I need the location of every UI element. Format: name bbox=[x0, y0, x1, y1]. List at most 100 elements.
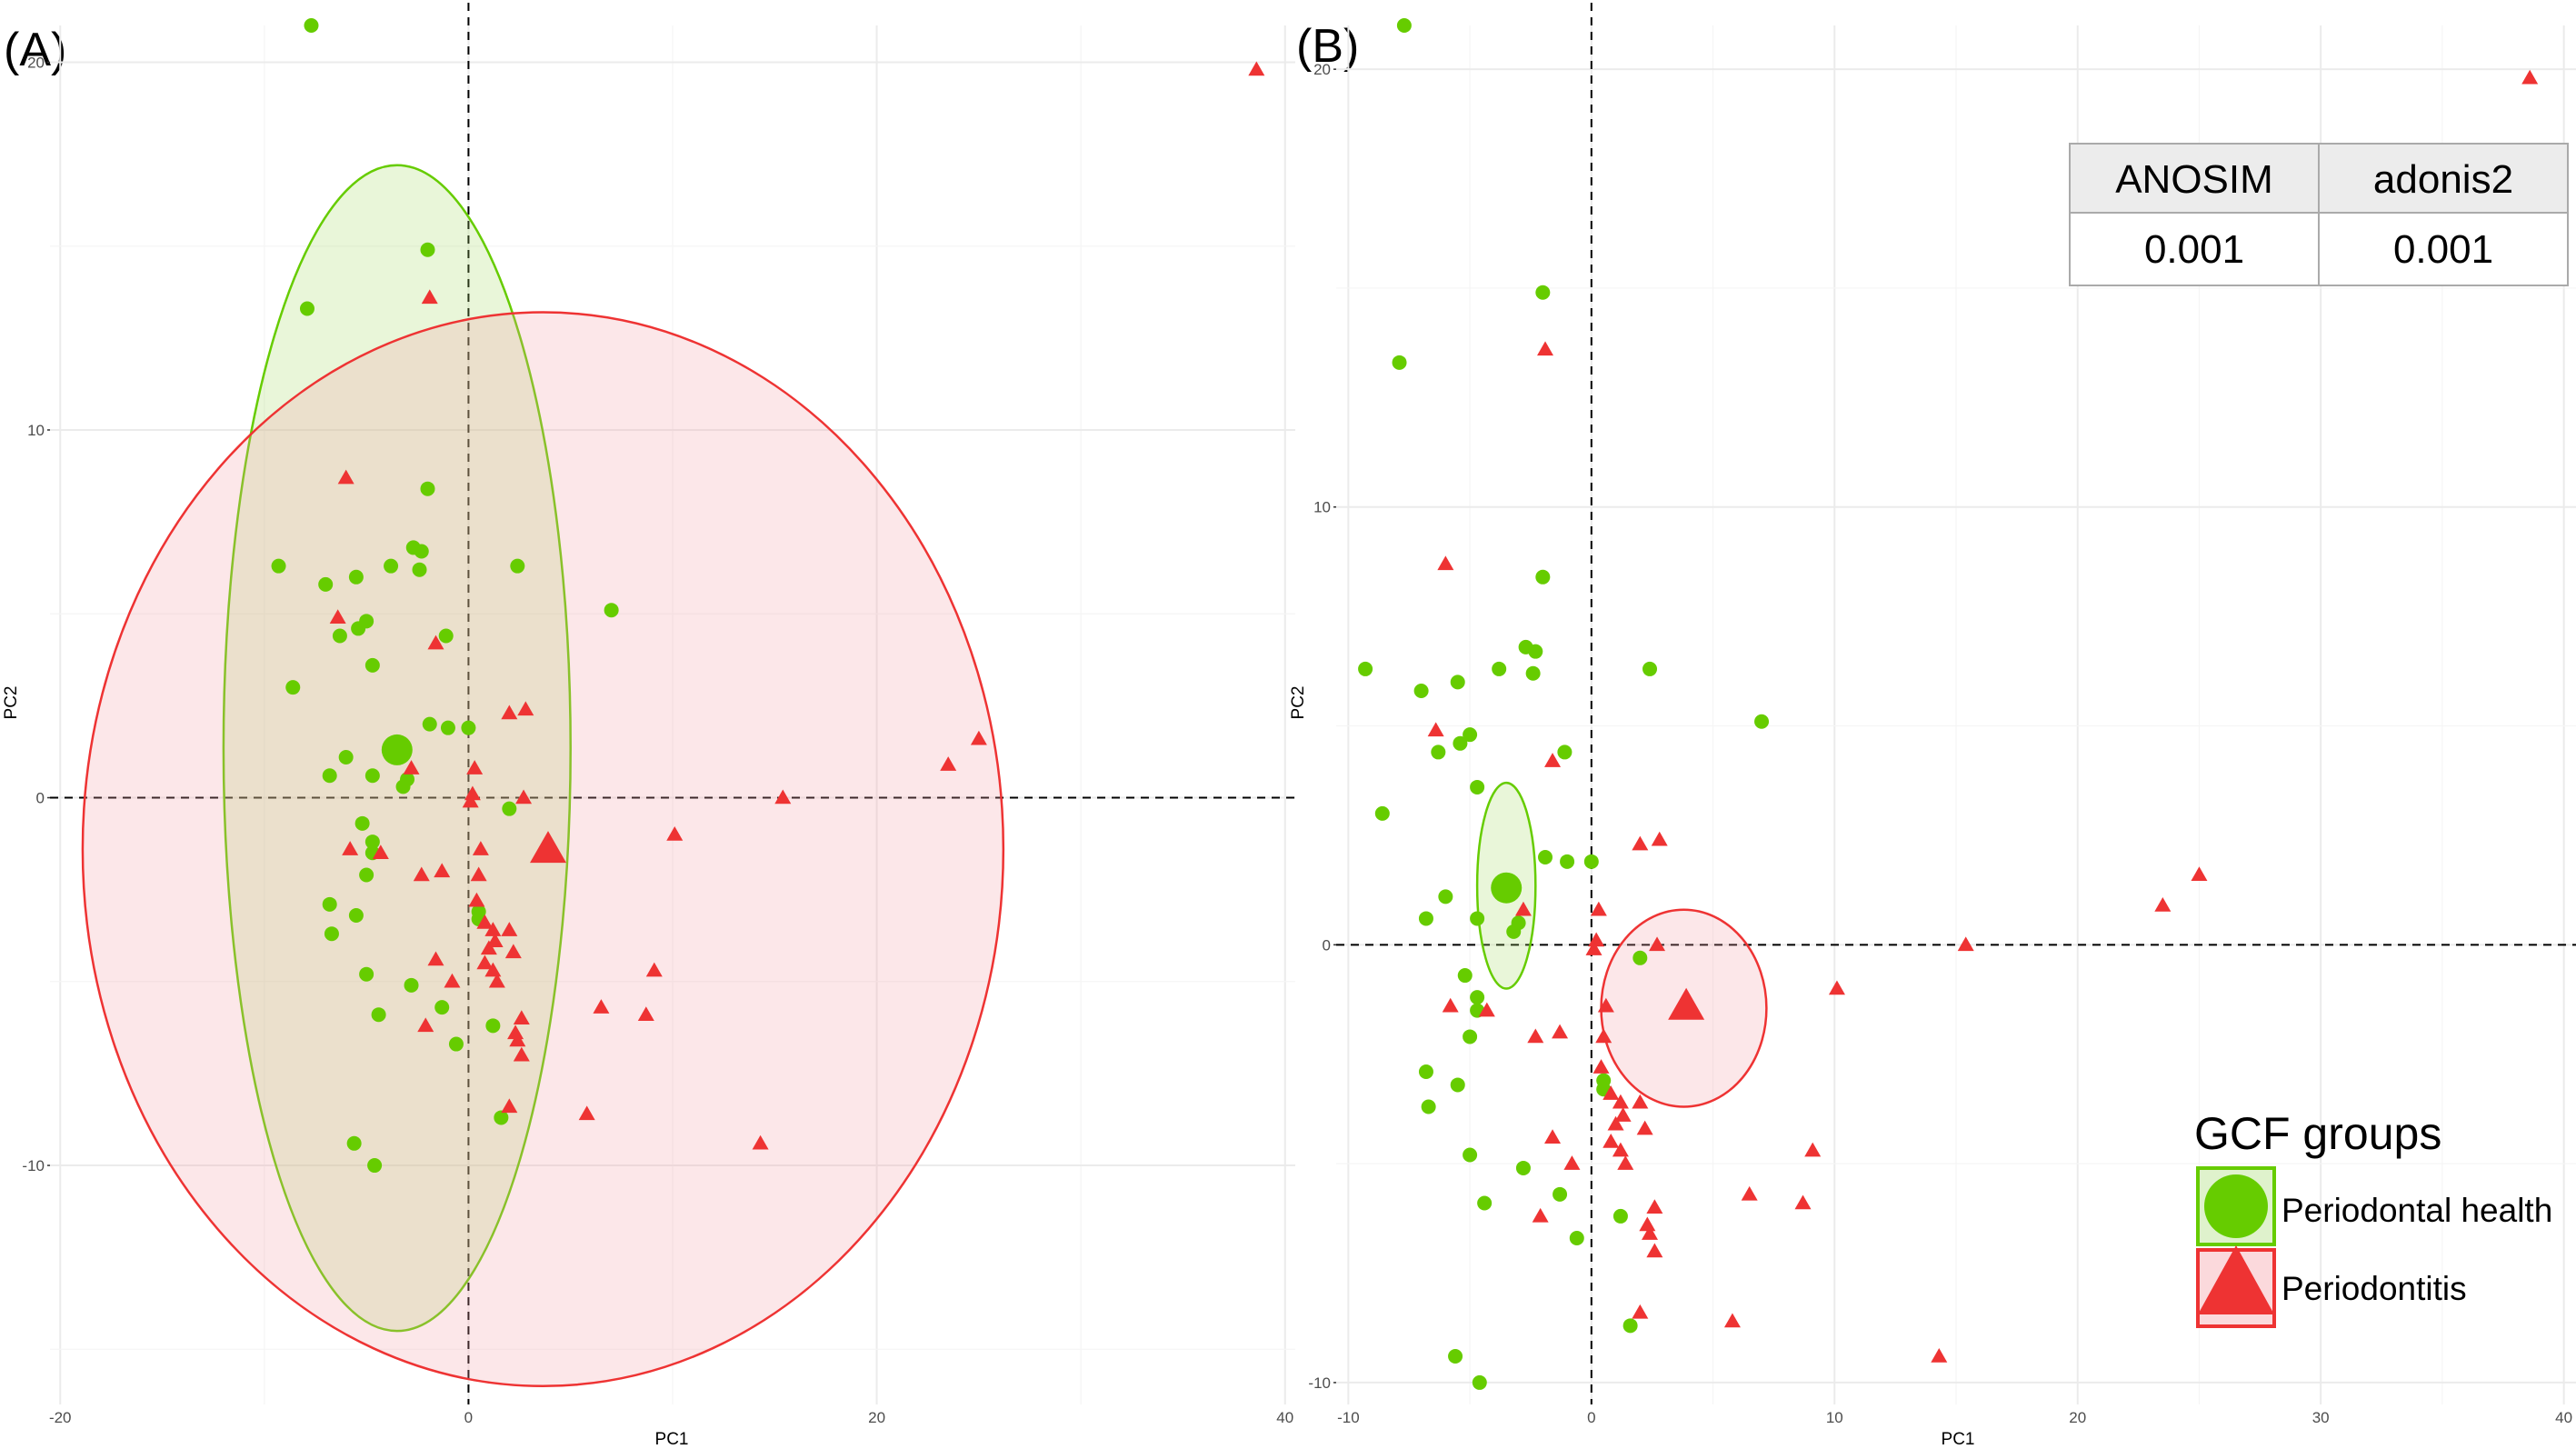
table-header-cell-adonis2 bbox=[2318, 143, 2569, 214]
point-periodontal-health bbox=[1477, 1195, 1493, 1211]
point-periodontitis bbox=[501, 705, 518, 720]
panel-a-x-axis-title: PC1 bbox=[655, 1430, 689, 1449]
point-periodontitis bbox=[501, 922, 518, 936]
point-periodontal-health bbox=[1754, 714, 1770, 729]
point-periodontal-health bbox=[405, 540, 421, 555]
point-periodontal-health bbox=[271, 558, 286, 574]
point-periodontitis bbox=[1632, 835, 1649, 851]
point-periodontitis bbox=[1614, 1107, 1632, 1122]
x-tick-label: 30 bbox=[2312, 1409, 2330, 1426]
point-periodontitis bbox=[1649, 936, 1666, 952]
point-periodontitis bbox=[1646, 1199, 1663, 1214]
point-periodontitis bbox=[509, 1032, 526, 1047]
x-tick-label: -20 bbox=[49, 1409, 72, 1426]
y-tick-label: -10 bbox=[1308, 1374, 1331, 1392]
centroid-periodontitis bbox=[1668, 987, 1705, 1020]
point-periodontal-health bbox=[1418, 1064, 1433, 1079]
point-periodontitis bbox=[504, 944, 522, 959]
x-tick-label: 10 bbox=[1826, 1409, 1843, 1426]
point-periodontitis bbox=[476, 954, 494, 970]
point-periodontal-health bbox=[461, 720, 476, 735]
point-periodontitis bbox=[372, 844, 389, 859]
point-periodontitis bbox=[1537, 341, 1554, 356]
y-tick-label: 0 bbox=[1323, 936, 1331, 954]
point-periodontitis bbox=[1723, 1313, 1741, 1328]
point-periodontitis bbox=[1585, 941, 1603, 955]
point-periodontitis bbox=[970, 730, 987, 745]
point-periodontitis bbox=[1603, 1085, 1620, 1100]
point-periodontitis bbox=[513, 1010, 530, 1024]
point-periodontitis bbox=[1632, 1094, 1649, 1109]
point-periodontal-health bbox=[1431, 744, 1446, 760]
point-periodontitis bbox=[1563, 1155, 1581, 1170]
point-periodontal-health bbox=[1557, 744, 1573, 760]
point-periodontitis bbox=[470, 866, 487, 882]
point-periodontitis bbox=[1646, 1243, 1663, 1258]
point-periodontitis bbox=[480, 940, 497, 955]
point-periodontal-health bbox=[318, 576, 334, 592]
point-periodontal-health bbox=[322, 768, 337, 784]
point-periodontal-health bbox=[1515, 1160, 1531, 1175]
table-value-cell-anosim bbox=[2069, 212, 2320, 286]
point-periodontitis bbox=[752, 1134, 769, 1150]
point-periodontitis bbox=[513, 1046, 530, 1062]
point-periodontal-health bbox=[1470, 990, 1485, 1005]
legend-circle-icon bbox=[2204, 1174, 2268, 1238]
point-periodontal-health bbox=[332, 628, 347, 644]
table-header-anosim: ANOSIM bbox=[2115, 157, 2273, 202]
point-periodontitis bbox=[507, 1024, 524, 1040]
point-periodontal-health bbox=[359, 966, 374, 982]
panel-b-y-axis-title: PC2 bbox=[1289, 686, 1308, 720]
point-periodontitis bbox=[484, 962, 502, 977]
point-periodontitis bbox=[1442, 997, 1459, 1013]
point-periodontal-health bbox=[1642, 661, 1658, 676]
point-periodontal-health bbox=[1453, 735, 1468, 751]
point-periodontitis bbox=[484, 922, 502, 936]
panel-b-points bbox=[1358, 18, 2539, 1390]
x-tick-label: 20 bbox=[2069, 1409, 2086, 1426]
point-periodontal-health bbox=[346, 1135, 362, 1151]
point-periodontitis bbox=[1617, 1155, 1634, 1170]
point-periodontitis bbox=[1588, 932, 1605, 947]
point-periodontal-health bbox=[354, 815, 370, 831]
legend-label-periodontitis: Periodontitis bbox=[2281, 1270, 2467, 1307]
point-periodontitis bbox=[337, 469, 354, 485]
point-periodontitis bbox=[1595, 1028, 1612, 1044]
point-periodontitis bbox=[637, 1006, 654, 1021]
panel-a-grid bbox=[50, 3, 1295, 1404]
point-periodontitis bbox=[2521, 69, 2539, 85]
point-periodontal-health bbox=[400, 772, 415, 787]
point-periodontitis bbox=[2154, 896, 2172, 912]
y-tick-label: 10 bbox=[1313, 499, 1331, 516]
point-periodontal-health bbox=[304, 18, 319, 33]
point-periodontal-health bbox=[1622, 1318, 1638, 1334]
y-tick-label: 0 bbox=[36, 790, 45, 807]
point-periodontal-health bbox=[1450, 1077, 1465, 1093]
point-periodontal-health bbox=[338, 750, 354, 765]
table-header-adonis2: adonis2 bbox=[2373, 157, 2513, 202]
point-periodontitis bbox=[1427, 722, 1444, 737]
point-periodontitis bbox=[1478, 1002, 1495, 1017]
point-periodontal-health bbox=[1569, 1230, 1584, 1245]
point-periodontal-health bbox=[1374, 805, 1390, 821]
point-periodontitis bbox=[472, 841, 489, 855]
x-tick-label: -10 bbox=[1337, 1409, 1360, 1426]
panel-b-ticks: -10 0 10 20 30 40 -10 0 10 20 bbox=[1308, 61, 2572, 1426]
panel-a-ellipses bbox=[81, 164, 1005, 1388]
legend-triangle-icon bbox=[2198, 1245, 2274, 1314]
point-periodontitis bbox=[1544, 1129, 1562, 1144]
panel-a: (A) -20 0 20 40 -10 0 10 20 PC1 PC2 bbox=[2, 3, 1295, 1449]
point-periodontal-health bbox=[324, 926, 339, 942]
point-periodontitis bbox=[1532, 1207, 1549, 1223]
point-periodontitis bbox=[421, 289, 438, 305]
point-periodontitis bbox=[1248, 61, 1265, 76]
point-periodontal-health bbox=[440, 720, 455, 735]
point-periodontal-health bbox=[1396, 18, 1412, 33]
point-periodontal-health bbox=[1518, 639, 1533, 655]
point-periodontitis bbox=[444, 973, 461, 988]
point-periodontal-health bbox=[299, 301, 315, 316]
point-periodontal-health bbox=[1472, 1374, 1487, 1390]
point-periodontal-health bbox=[1438, 889, 1453, 904]
y-tick-label: 20 bbox=[27, 54, 45, 71]
point-periodontitis bbox=[1642, 1225, 1659, 1240]
